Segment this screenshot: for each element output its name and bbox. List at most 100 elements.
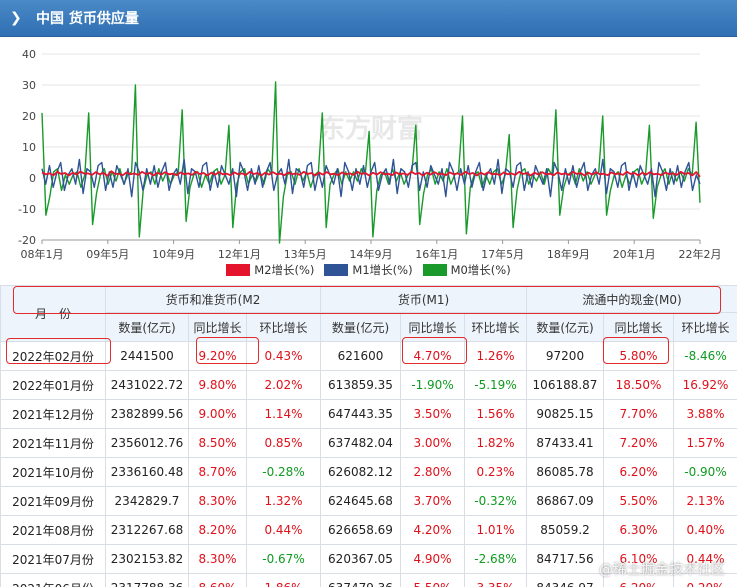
month-cell: 2021年09月份 xyxy=(0,486,106,516)
section-title: 中国 货币供应量 xyxy=(36,11,139,27)
cell-m0-yoy: 7.70% xyxy=(603,399,674,429)
cell-m2-amount: 2312267.68 xyxy=(105,515,189,545)
cell-m2-yoy: 8.30% xyxy=(188,544,247,574)
month-cell: 2021年11月份 xyxy=(0,428,106,458)
cell-m2-mom: -0.67% xyxy=(246,544,321,574)
cell-m0-mom: 1.57% xyxy=(673,428,737,458)
cell-m1-yoy: 4.20% xyxy=(400,515,465,545)
table-row: 2021年09月份 2342829.7 8.30% 1.32% 624645.68 3.7… xyxy=(0,486,737,516)
legend-item-m1[interactable]: M1增长(%) xyxy=(324,262,413,278)
cell-m1-amount: 626658.69 xyxy=(320,515,401,545)
series-line-m0 xyxy=(41,81,701,244)
cell-m1-yoy: 3.00% xyxy=(400,428,465,458)
month-cell: 2021年08月份 xyxy=(0,515,106,545)
subheader-m0-mom: 环比增长 xyxy=(673,312,737,342)
month-cell: 2022年01月份 xyxy=(0,370,106,400)
subheader-m2-yoy: 同比增长 xyxy=(188,312,247,342)
cell-m1-yoy: 5.50% xyxy=(400,573,465,587)
cell-m1-amount: 637479.36 xyxy=(320,573,401,587)
chevron-right-icon[interactable]: ❯ xyxy=(10,10,22,26)
cell-m1-yoy: 2.80% xyxy=(400,457,465,487)
y-tick-label: 30 xyxy=(22,79,36,92)
cell-m1-mom: -5.19% xyxy=(464,370,527,400)
cell-m1-yoy: 4.90% xyxy=(400,544,465,574)
legend-label-m0: M0增长(%) xyxy=(450,263,511,277)
cell-m1-mom: 1.56% xyxy=(464,399,527,429)
cell-m2-amount: 2302153.82 xyxy=(105,544,189,574)
money-supply-table: 月 份 货币和准货币(M2 货币(M1) 流通中的现金(M0) 数量(亿元) 同… xyxy=(0,285,737,587)
table-row: 2021年06月份2317788.368.60%1.86%637479.365.… xyxy=(0,573,737,587)
x-tick-label: 12年1月 xyxy=(218,247,261,261)
legend-item-m0[interactable]: M0增长(%) xyxy=(422,262,511,278)
cell-m1-mom: 1.26% xyxy=(464,341,527,371)
cell-m0-mom: 2.13% xyxy=(673,486,737,516)
cell-m2-amount: 2342829.7 xyxy=(105,486,189,516)
cell-m0-amount: 87433.41 xyxy=(526,428,604,458)
cell-m0-amount: 84717.56 xyxy=(526,544,604,574)
x-tick-label: 16年1月 xyxy=(415,247,458,261)
legend-swatch-m1 xyxy=(324,264,349,276)
cell-m2-yoy: 8.50% xyxy=(188,428,247,458)
cell-m1-yoy: 3.70% xyxy=(400,486,465,516)
cell-m2-amount: 2317788.36 xyxy=(105,573,189,587)
cell-m2-amount: 2336160.48 xyxy=(105,457,189,487)
table-row: 2021年11月份 2356012.76 8.50% 0.85% 637482.04 3.… xyxy=(0,428,737,458)
cell-m1-amount: 637482.04 xyxy=(320,428,401,458)
subheader-m0-yoy: 同比增长 xyxy=(603,312,674,342)
cell-m0-mom: 16.92% xyxy=(673,370,737,400)
month-header: 月 份 xyxy=(0,285,106,342)
table-row: 2021年10月份 2336160.48 8.70% -0.28% 626082.12 2… xyxy=(0,457,737,487)
cell-m2-mom: 0.44% xyxy=(246,515,321,545)
cell-m1-amount: 626082.12 xyxy=(320,457,401,487)
cell-m1-yoy: 4.70% xyxy=(400,341,465,371)
section-header: ❯ 中国 货币供应量 xyxy=(0,0,737,37)
cell-m2-yoy: 9.20% xyxy=(188,341,247,371)
cell-m1-amount: 624645.68 xyxy=(320,486,401,516)
table-body: 2022年02月份 2441500 9.20% 0.43% 621600 4.70% 1.2… xyxy=(0,341,737,587)
subheader-m1-amount: 数量(亿元) xyxy=(320,312,401,342)
cell-m1-mom: 3.35% xyxy=(464,573,527,587)
table-row: 2021年12月份 2382899.56 9.00% 1.14% 647443.35 3.… xyxy=(0,399,737,429)
cell-m1-mom: 1.82% xyxy=(464,428,527,458)
subheader-m2-mom: 环比增长 xyxy=(246,312,321,342)
x-tick-label: 09年5月 xyxy=(86,247,129,261)
cell-m2-mom: -0.28% xyxy=(246,457,321,487)
subheader-m2-amount: 数量(亿元) xyxy=(105,312,189,342)
cell-m2-amount: 2441500 xyxy=(105,341,189,371)
cell-m2-yoy: 9.80% xyxy=(188,370,247,400)
series-line-m2 xyxy=(41,170,701,178)
cell-m0-mom: 3.88% xyxy=(673,399,737,429)
cell-m0-amount: 84346.97 xyxy=(526,573,604,587)
legend-item-m2[interactable]: M2增长(%) xyxy=(226,262,314,278)
cell-m2-yoy: 8.70% xyxy=(188,457,247,487)
cell-m0-amount: 106188.87 xyxy=(526,370,604,400)
table-sub-header-row: 数量(亿元) 同比增长 环比增长 数量(亿元) 同比增长 环比增长 数量(亿元)… xyxy=(1,312,737,342)
legend-swatch-m2 xyxy=(226,264,251,276)
y-tick-label: 40 xyxy=(22,48,36,61)
cell-m1-mom: -0.32% xyxy=(464,486,527,516)
cell-m1-amount: 613859.35 xyxy=(320,370,401,400)
chart-watermark: 东方财富 xyxy=(319,114,423,145)
cell-m2-amount: 2382899.56 xyxy=(105,399,189,429)
cell-m0-mom: -0.90% xyxy=(673,457,737,487)
x-tick-label: 10年9月 xyxy=(152,247,195,261)
cell-m2-mom: 2.02% xyxy=(246,370,321,400)
group-header-m1: 货币(M1) xyxy=(320,285,527,313)
cell-m1-mom: 0.23% xyxy=(464,457,527,487)
group-header-m2: 货币和准货币(M2 xyxy=(105,285,321,313)
cell-m2-amount: 2356012.76 xyxy=(105,428,189,458)
table-row: 2022年02月份 2441500 9.20% 0.43% 621600 4.70% 1.2… xyxy=(0,341,737,371)
table-row: 2021年08月份 2312267.68 8.20% 0.44% 626658.69 4.… xyxy=(0,515,737,545)
legend-label-m1: M1增长(%) xyxy=(352,263,413,277)
cell-m1-amount: 621600 xyxy=(320,341,401,371)
cell-m2-mom: 1.32% xyxy=(246,486,321,516)
month-cell: 2022年02月份 xyxy=(0,341,106,371)
month-cell: 2021年12月份 xyxy=(0,399,106,429)
month-cell: 2021年06月份 xyxy=(0,573,106,587)
cell-m0-yoy: 7.20% xyxy=(603,428,674,458)
cell-m0-yoy: 6.20% xyxy=(603,457,674,487)
cell-m0-amount: 90825.15 xyxy=(526,399,604,429)
x-tick-label: 08年1月 xyxy=(21,247,64,261)
table-row: 2022年01月份 2431022.72 9.80% 2.02% 613859.35 -1… xyxy=(0,370,737,400)
cell-m0-amount: 86867.09 xyxy=(526,486,604,516)
